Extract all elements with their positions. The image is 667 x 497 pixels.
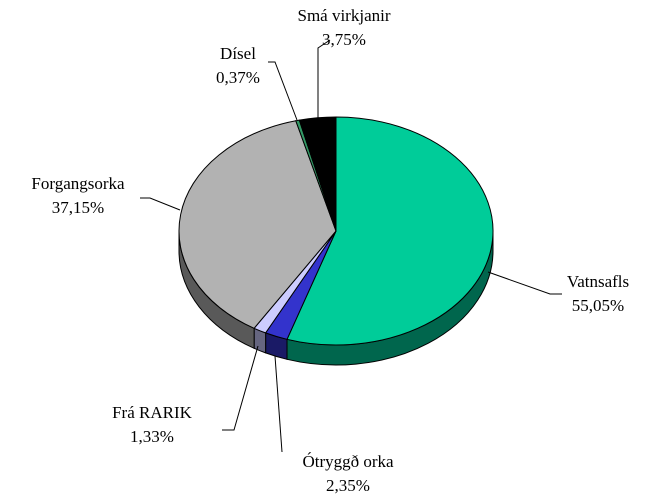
leader-line	[487, 271, 562, 295]
slice-value-label: 1,33%	[130, 427, 174, 446]
slice-label: Vatnsafls	[567, 272, 629, 291]
slice-value-label: 2,35%	[326, 476, 370, 495]
slice	[286, 116, 494, 346]
leader-line	[274, 355, 283, 453]
slice-value-label: 37,15%	[52, 198, 104, 217]
slice-value-label: 0,37%	[216, 68, 260, 87]
slice-label: Dísel	[220, 44, 256, 63]
leader-line	[222, 345, 259, 431]
leader-line	[317, 39, 331, 118]
leader-line	[268, 61, 298, 121]
slice-label: Smá virkjanir	[297, 6, 390, 25]
slice-label: Forgangsorka	[31, 174, 125, 193]
slice-label: Ótryggð orka	[302, 452, 394, 471]
slice	[178, 120, 337, 329]
slice-value-label: 3,75%	[322, 30, 366, 49]
slice-label: Frá RARIK	[112, 403, 193, 422]
slice-value-label: 55,05%	[572, 296, 624, 315]
leader-line	[140, 197, 181, 211]
